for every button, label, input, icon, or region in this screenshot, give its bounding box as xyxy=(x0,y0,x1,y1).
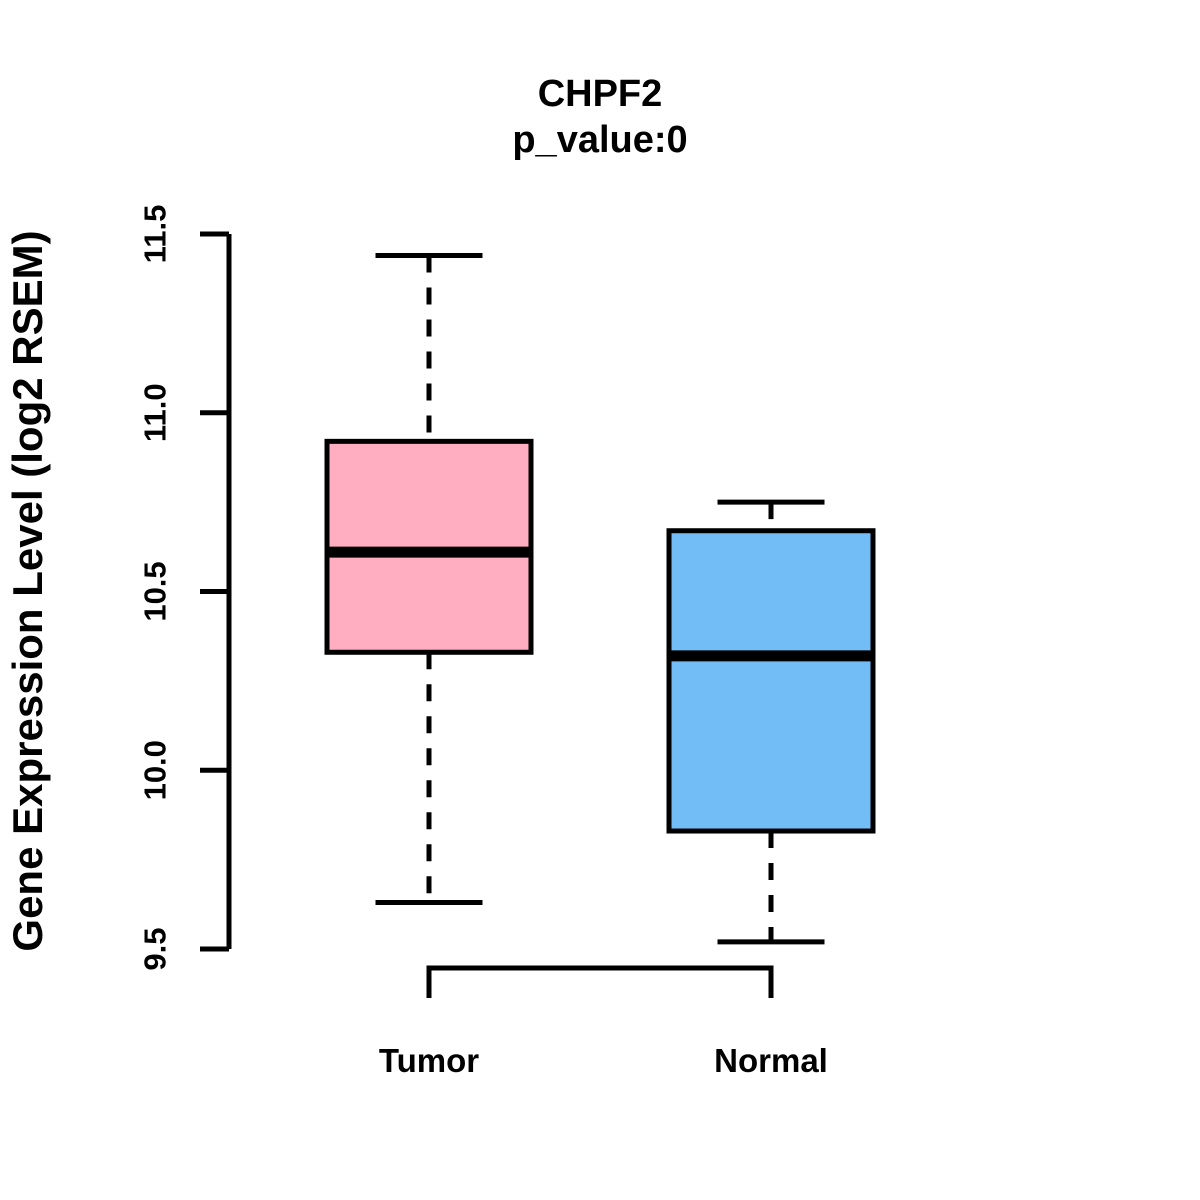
y-tick-label: 10.0 xyxy=(138,740,173,800)
plot-elements: 9.5 10.0 10.5 11.0 11.5 Tumor Normal xyxy=(138,205,876,1079)
y-tick-label: 9.5 xyxy=(138,927,173,970)
x-category-label-normal: Normal xyxy=(714,1042,828,1079)
y-axis-title: Gene Expression Level (log2 RSEM) xyxy=(4,230,51,951)
y-tick-label: 11.0 xyxy=(138,383,173,442)
chart-title: CHPF2 xyxy=(538,73,663,115)
y-tick-label: 11.5 xyxy=(138,205,173,264)
x-category-label-tumor: Tumor xyxy=(379,1042,479,1079)
x-axis-bracket xyxy=(426,965,774,998)
y-tick-label: 10.5 xyxy=(138,561,173,621)
box-normal xyxy=(666,528,876,834)
chart-subtitle: p_value:0 xyxy=(512,119,687,161)
